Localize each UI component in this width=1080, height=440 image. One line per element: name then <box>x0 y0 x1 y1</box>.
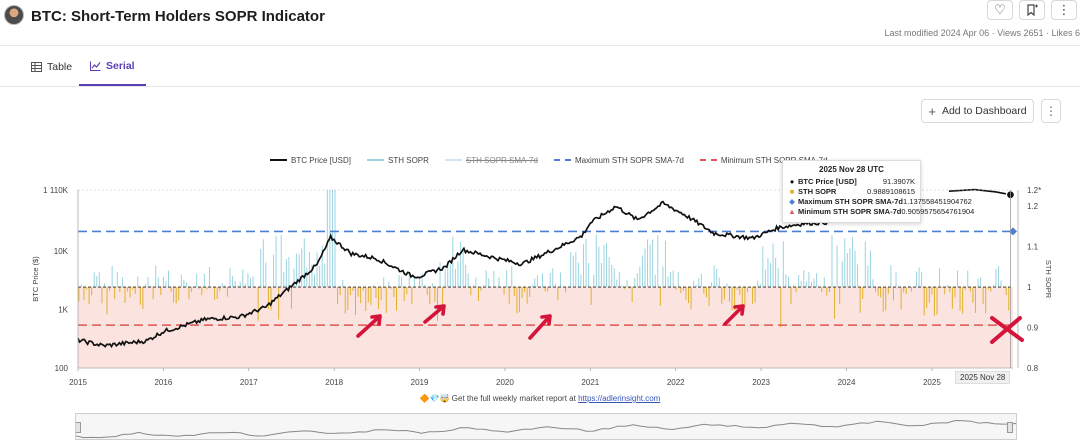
tooltip-row-name: BTC Price [USD] <box>798 177 857 186</box>
emoji-icons: 🔶💎🤯 <box>419 394 450 403</box>
tooltip-row: ▲ Minimum STH SOPR SMA-7d 0.9059575654761… <box>788 207 974 217</box>
tooltip-row-value: 91.3907K <box>882 177 915 186</box>
left-tick-label: 1K <box>58 305 68 314</box>
x-tick-label: 2021 <box>581 378 599 387</box>
add-to-dashboard-label: Add to Dashboard <box>941 105 1027 117</box>
legend-label: Minimum STH SOPR SMA-7d <box>720 155 828 165</box>
x-tick-label: 2023 <box>752 378 770 387</box>
tab-table-label: Table <box>47 60 73 73</box>
tab-serial-label: Serial <box>106 59 135 72</box>
legend-swatch <box>553 159 571 161</box>
x-tick-label: 2018 <box>325 378 343 387</box>
sopr-chart[interactable]: 100 1K 10K 110K BTC Price ($) 1 0.8 0.9 1 1.1 1.2 1… <box>0 160 1080 392</box>
save-dashboard-button[interactable] <box>1019 0 1045 20</box>
more-vertical-icon: ⋮ <box>1057 2 1071 17</box>
btc-price-line <box>77 200 831 349</box>
triangle-icon: ▲ <box>788 207 796 216</box>
x-tick-label: 2015 <box>69 378 87 387</box>
tab-serial[interactable]: Serial <box>79 47 146 86</box>
x-tick-label: 2025 <box>923 378 941 387</box>
crosshair-date-label: 2025 Nov 28 <box>955 371 1011 384</box>
tooltip-row-name: STH SOPR <box>798 187 837 196</box>
legend-swatch <box>444 159 462 161</box>
table-icon <box>31 61 42 72</box>
annotation-cross <box>990 316 1024 344</box>
right-tick-label: 1 <box>1027 283 1032 292</box>
more-vertical-icon: ⋮ <box>1045 104 1057 118</box>
chart-legend: BTC Price [USD] STH SOPR STH SOPR SMA-7d… <box>270 153 828 167</box>
chart-tooltip: 2025 Nov 28 UTC ● BTC Price [USD] 91.3907… <box>782 160 974 223</box>
annotation-arrow <box>528 314 552 340</box>
tooltip-row: ■ STH SOPR 0.9889108615 <box>788 187 915 197</box>
plus-icon: + <box>928 103 936 119</box>
legend-label: STH SOPR <box>388 155 429 165</box>
bookmark-add-icon <box>1027 4 1038 16</box>
annotation-arrow <box>723 304 745 326</box>
chart-options-button[interactable]: ⋮ <box>1041 99 1061 123</box>
like-button[interactable]: ♡ <box>987 0 1013 20</box>
dot-icon: ● <box>789 177 795 186</box>
max-marker <box>1009 227 1017 236</box>
footer-text: Get the full weekly market report at <box>451 394 576 403</box>
navigator-preview <box>76 419 1016 439</box>
range-handle-right[interactable] <box>1007 422 1013 433</box>
x-tick-label: 2022 <box>667 378 685 387</box>
author-avatar[interactable] <box>4 5 24 25</box>
legend-item-price[interactable]: BTC Price [USD] <box>270 153 351 167</box>
tooltip-row-value: 0.9889108615 <box>867 187 915 196</box>
meta-info: Last modified 2024 Apr 06 · Views 2651 ·… <box>884 28 1080 38</box>
diamond-icon: ◆ <box>789 197 795 206</box>
right-tick-label: 0.8 <box>1027 364 1039 373</box>
btc-price-line-recent <box>948 188 1011 196</box>
left-axis-mark: 1 <box>43 186 48 195</box>
legend-label: STH SOPR SMA-7d <box>465 155 538 165</box>
tooltip-row-name: Minimum STH SOPR SMA-7d <box>798 207 902 216</box>
right-tick-label: 1.1 <box>1027 243 1039 252</box>
view-tabs: Table Serial <box>0 47 1080 87</box>
right-tick-label: 1.2 <box>1027 202 1039 211</box>
page-header: BTC: Short-Term Holders SOPR Indicator ♡… <box>0 0 1080 46</box>
x-tick-label: 2024 <box>838 378 856 387</box>
heart-icon: ♡ <box>994 2 1006 17</box>
x-tick-label: 2019 <box>411 378 429 387</box>
x-tick-label: 2020 <box>496 378 514 387</box>
square-icon: ■ <box>789 187 795 196</box>
tab-table[interactable]: Table <box>20 47 83 86</box>
range-handle-left[interactable] <box>76 422 81 433</box>
add-to-dashboard-button[interactable]: + Add to Dashboard <box>921 99 1034 123</box>
footer-note: 🔶💎🤯 Get the full weekly market report at… <box>0 394 1080 403</box>
legend-label: Maximum STH SOPR SMA-7d <box>574 155 684 165</box>
legend-item-sopr[interactable]: STH SOPR <box>367 153 429 167</box>
tooltip-row: ● BTC Price [USD] 91.3907K <box>788 177 915 187</box>
below-one-band <box>78 287 1013 368</box>
annotation-arrow <box>356 314 382 338</box>
page-title: BTC: Short-Term Holders SOPR Indicator <box>31 8 325 25</box>
legend-label: BTC Price [USD] <box>291 155 352 165</box>
tooltip-row: ◆ Maximum STH SOPR SMA-7d 1.1375584519047… <box>788 197 972 207</box>
annotation-arrow <box>423 304 446 324</box>
left-tick-label: 10K <box>54 247 69 256</box>
line-chart-icon <box>90 61 101 71</box>
left-axis-label: BTC Price ($) <box>31 256 40 302</box>
legend-swatch <box>270 159 287 161</box>
right-tick-label: 0.9 <box>1027 324 1039 333</box>
right-tick-label: 1.2* <box>1027 186 1041 195</box>
legend-item-sma[interactable]: STH SOPR SMA-7d <box>444 153 538 167</box>
left-tick-label: 110K <box>50 186 69 195</box>
tooltip-row-value: 1.137558451904762 <box>903 197 972 206</box>
tooltip-row-name: Maximum STH SOPR SMA-7d <box>798 197 904 206</box>
right-axis-label: STH SOPR <box>1044 260 1053 299</box>
more-options-button[interactable]: ⋮ <box>1051 0 1077 20</box>
report-link[interactable]: https://adlerinsight.com <box>578 394 661 403</box>
tooltip-date: 2025 Nov 28 UTC <box>819 165 884 174</box>
left-tick-label: 100 <box>55 364 69 373</box>
legend-item-max[interactable]: Maximum STH SOPR SMA-7d <box>553 153 684 167</box>
x-tick-label: 2016 <box>154 378 172 387</box>
tooltip-row-value: 0.9059575654761904 <box>901 207 975 216</box>
legend-swatch <box>367 159 385 161</box>
x-tick-label: 2017 <box>240 378 258 387</box>
legend-swatch <box>699 159 717 161</box>
range-navigator[interactable] <box>75 413 1017 440</box>
legend-item-min[interactable]: Minimum STH SOPR SMA-7d <box>699 153 828 167</box>
